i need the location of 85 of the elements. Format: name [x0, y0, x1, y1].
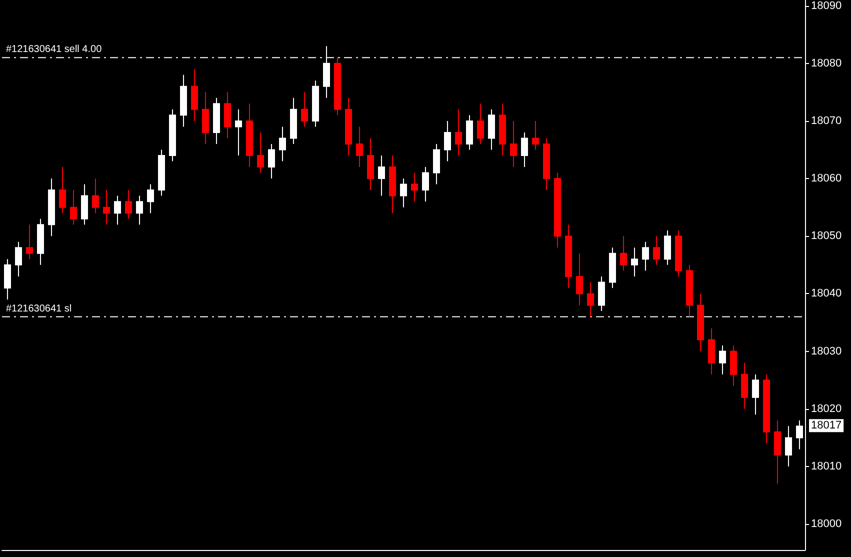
y-tick-label: 18050: [811, 230, 842, 242]
candlestick: [488, 108, 495, 150]
candlestick: [598, 276, 605, 312]
candlestick: [763, 374, 770, 444]
candlestick: [664, 230, 671, 266]
candlestick: [92, 178, 99, 214]
candlestick: [235, 108, 242, 156]
candlestick: [543, 138, 550, 191]
candlestick: [81, 184, 88, 226]
candlestick: [378, 154, 385, 196]
y-tick-label: 18010: [811, 460, 842, 472]
candlestick: [246, 103, 253, 168]
candlestick: [103, 190, 110, 226]
ref-line-label: #121630641 sell 4.00: [6, 44, 102, 56]
candlestick: [752, 374, 759, 416]
candlestick: [4, 258, 11, 300]
candlestick: [631, 247, 638, 277]
ref-line-label: #121630641 sl: [6, 303, 72, 314]
candlestick: [114, 195, 121, 226]
candlestick: [136, 195, 143, 226]
candlestick: [279, 126, 286, 162]
candlestick: [565, 224, 572, 288]
candlestick: [59, 166, 66, 214]
candlestick: [499, 103, 506, 156]
candlestick: [785, 426, 792, 467]
candlestick: [444, 120, 451, 162]
y-tick-label: 18030: [811, 345, 842, 358]
text: 18017: [811, 420, 842, 432]
candlestick: [653, 236, 660, 266]
candlestick: [202, 92, 209, 144]
candlestick: [741, 362, 748, 410]
y-tick-label: 18020: [811, 402, 842, 415]
candlestick: [70, 190, 77, 226]
candlestick: [301, 92, 308, 128]
y-tick-label: 18070: [811, 114, 842, 127]
candlestick: [356, 126, 363, 168]
y-tick-label: 18000: [811, 518, 842, 530]
candlestick: [433, 143, 440, 185]
candlestick: [708, 328, 715, 375]
y-tick-label: 18040: [811, 288, 842, 300]
candlestick: [587, 282, 594, 318]
candlestick: [730, 345, 737, 386]
candlestick: [774, 420, 781, 484]
y-tick-label: 18080: [811, 57, 842, 70]
candlestick: [268, 143, 275, 180]
candlestick: [389, 154, 396, 214]
candlestick: [191, 68, 198, 122]
candlestick: [686, 264, 693, 318]
candlestick: [411, 172, 418, 202]
candlestick: [576, 252, 583, 306]
candlestick: [290, 97, 297, 144]
candlestick: [26, 224, 33, 260]
candlestick: [466, 114, 473, 150]
candlestick: [180, 74, 187, 128]
candlestick: [719, 345, 726, 375]
candlestick: [169, 108, 176, 162]
candlestick: [521, 132, 528, 168]
candlestick: [697, 293, 704, 352]
candlestick: [367, 138, 374, 191]
candlestick: [147, 184, 154, 214]
candlestick: [796, 420, 803, 450]
candlestick: [609, 247, 616, 288]
y-tick-label: 18090: [811, 0, 842, 12]
candlestick: [48, 178, 55, 237]
candlestick: [312, 80, 319, 128]
candlestick: [15, 241, 22, 277]
candlestick: [510, 120, 517, 168]
candlestick: [642, 241, 649, 272]
candlestick: [400, 178, 407, 208]
candlestick: [554, 172, 561, 248]
candlestick: [477, 103, 484, 144]
candlestick: [125, 190, 132, 220]
candlestick: [158, 149, 165, 196]
y-tick-label: 18060: [811, 172, 842, 185]
candlestick: [422, 166, 429, 202]
candlestick: [37, 218, 44, 266]
candlestick: [334, 57, 341, 116]
candlestick: [455, 108, 462, 156]
candlestick: [224, 92, 231, 139]
candlestick: [257, 132, 264, 174]
candlestick: [532, 120, 539, 150]
candlestick: [620, 236, 627, 272]
candlestick: [345, 97, 352, 156]
candlestick: [213, 97, 220, 144]
candlestick: [675, 230, 682, 277]
